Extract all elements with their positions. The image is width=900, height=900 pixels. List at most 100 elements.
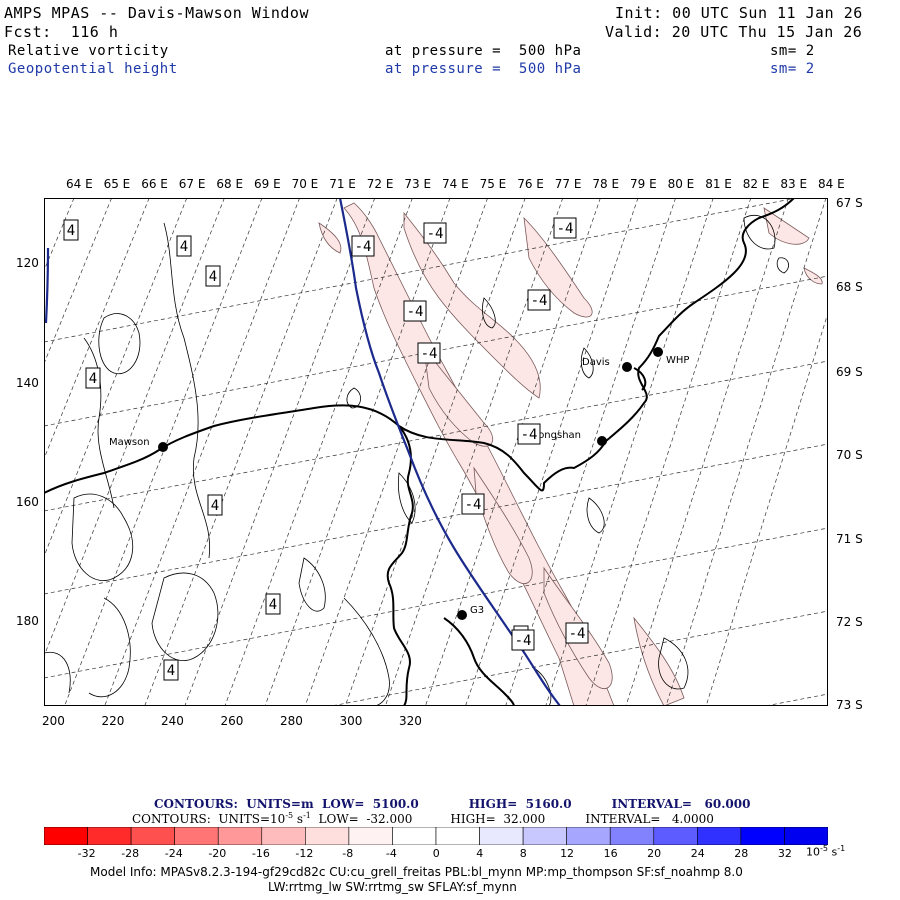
colorbar-label: -20 bbox=[208, 847, 227, 860]
longitude-label: 65 E bbox=[103, 177, 131, 191]
longitude-label: 79 E bbox=[630, 177, 657, 191]
field-1-smooth: sm= 2 bbox=[770, 43, 815, 59]
colorbar-label: -24 bbox=[164, 847, 183, 860]
svg-text:-4: -4 bbox=[427, 226, 444, 242]
longitude-label: 76 E bbox=[517, 177, 544, 191]
parallel-line bbox=[329, 610, 828, 706]
colorbar-label: -12 bbox=[295, 847, 314, 860]
colorbar-swatch bbox=[653, 827, 698, 845]
colorbar-swatch bbox=[87, 827, 132, 845]
colorbar-swatch bbox=[784, 827, 828, 845]
colorbar-label: -8 bbox=[342, 847, 354, 860]
meridian-line bbox=[384, 198, 564, 706]
colorbar bbox=[44, 827, 828, 845]
longitude-label: 77 E bbox=[554, 177, 582, 191]
coastline bbox=[44, 198, 795, 706]
station-label-zhongshan: Zhongshan bbox=[525, 430, 581, 441]
colorbar-label: -4 bbox=[385, 847, 397, 860]
station-label-g3: G3 bbox=[470, 605, 484, 616]
grid-x-label: 240 bbox=[161, 714, 184, 728]
height-contour-interval: INTERVAL= 60.000 bbox=[611, 797, 751, 811]
station-g3-marker bbox=[457, 610, 467, 620]
station-markers bbox=[158, 347, 663, 620]
longitude-label: 69 E bbox=[254, 177, 281, 191]
meridian-line bbox=[44, 198, 188, 558]
colorbar-swatch bbox=[392, 827, 437, 845]
vort-contour-exp: -5 bbox=[285, 811, 294, 820]
svg-text:4: 4 bbox=[269, 597, 277, 613]
grid-y-label: 120 bbox=[16, 256, 39, 270]
colorbar-unit-base: 10 bbox=[806, 845, 820, 859]
svg-text:-4: -4 bbox=[355, 239, 372, 255]
meridian-line bbox=[425, 198, 601, 706]
colorbar-label: -16 bbox=[251, 847, 270, 860]
colorbar-label: 28 bbox=[734, 847, 749, 860]
meridian-line bbox=[505, 198, 676, 706]
station-zhongshan-marker bbox=[597, 436, 607, 446]
colorbar-label: 12 bbox=[560, 847, 575, 860]
latitude-label: 72 S bbox=[836, 615, 863, 629]
latitude-label: 71 S bbox=[836, 532, 863, 546]
model-info-line-1: Model Info: MPASv8.2.3-194-gf29cd82c CU:… bbox=[90, 865, 743, 879]
field-2-name: Geopotential height bbox=[8, 61, 178, 77]
grid-x-label: 260 bbox=[220, 714, 244, 728]
field-1-name: Relative vorticity bbox=[8, 43, 169, 59]
parallel-line bbox=[44, 360, 828, 512]
valid-time: Valid: 20 UTC Thu 15 Jan 26 bbox=[605, 23, 863, 41]
meridian-line bbox=[344, 198, 526, 706]
contour-label: 4 bbox=[176, 235, 192, 257]
colorbar-swatch bbox=[217, 827, 263, 845]
contour-label: -4 bbox=[461, 493, 485, 515]
grid-x-label: 300 bbox=[339, 714, 363, 728]
height-contour-high: HIGH= 5160.0 bbox=[468, 797, 572, 811]
svg-text:4: 4 bbox=[167, 663, 175, 679]
station-mawson-marker bbox=[158, 442, 168, 452]
map-plot: Davis WHP Zhongshan Mawson G3 44444444-4… bbox=[44, 198, 828, 706]
longitude-label: 83 E bbox=[780, 177, 808, 191]
contour-label: 4 bbox=[85, 367, 101, 389]
colorbar-swatch bbox=[566, 827, 611, 845]
plot-title: AMPS MPAS -- Davis-Mawson Window bbox=[4, 4, 309, 22]
graticule bbox=[44, 198, 828, 706]
meridian-line bbox=[304, 198, 488, 706]
longitude-label: 78 E bbox=[592, 177, 620, 191]
vorticity-contour-info: CONTOURS: UNITS=10-5 s-1 LOW= -32.000 HIG… bbox=[132, 811, 714, 826]
field-1-level: at pressure = 500 hPa bbox=[385, 43, 582, 59]
colorbar-label: -32 bbox=[77, 847, 96, 860]
vort-contour-high: HIGH= 32.000 bbox=[450, 812, 546, 826]
contour-label: -4 bbox=[517, 423, 541, 445]
longitude-label: 67 E bbox=[178, 177, 206, 191]
colorbar-label: 0 bbox=[432, 847, 440, 860]
longitude-label: 75 E bbox=[479, 177, 507, 191]
latitude-label: 67 S bbox=[836, 196, 863, 210]
grid-y-label: 180 bbox=[16, 614, 39, 628]
colorbar-unit-s: s bbox=[827, 845, 838, 859]
contour-label: 4 bbox=[207, 494, 223, 516]
svg-text:-4: -4 bbox=[421, 346, 438, 362]
longitude-label: 80 E bbox=[667, 177, 695, 191]
parallel-line bbox=[44, 443, 828, 595]
field-2-smooth: sm= 2 bbox=[770, 61, 815, 77]
colorbar-unit-s-exp: -1 bbox=[837, 844, 846, 853]
contour-label: -4 bbox=[423, 222, 447, 244]
colorbar-swatch bbox=[130, 827, 175, 845]
contour-label: 4 bbox=[63, 219, 79, 241]
longitude-label: 71 E bbox=[329, 177, 356, 191]
model-info-line-2: LW:rrtmg_lw SW:rrtmg_sw SFLAY:sf_mynn bbox=[268, 880, 517, 894]
grid-x-label: 220 bbox=[101, 714, 125, 728]
colorbar-swatch bbox=[261, 827, 306, 845]
contour-label: -4 bbox=[565, 622, 589, 644]
grid-x-label: 320 bbox=[399, 714, 422, 728]
vort-contour-unit-exp: -1 bbox=[303, 811, 311, 820]
svg-text:-4: -4 bbox=[531, 293, 548, 309]
contour-label: 4 bbox=[205, 265, 221, 287]
svg-text:4: 4 bbox=[209, 269, 217, 285]
svg-text:-4: -4 bbox=[515, 633, 532, 649]
contour-label: -4 bbox=[511, 629, 535, 651]
station-label-davis: Davis bbox=[582, 357, 610, 368]
svg-text:4: 4 bbox=[211, 498, 219, 514]
field-2-level: at pressure = 500 hPa bbox=[385, 61, 582, 77]
grid-y-label: 160 bbox=[16, 495, 39, 509]
vorticity-contours bbox=[44, 215, 789, 706]
parallel-line bbox=[44, 198, 799, 343]
